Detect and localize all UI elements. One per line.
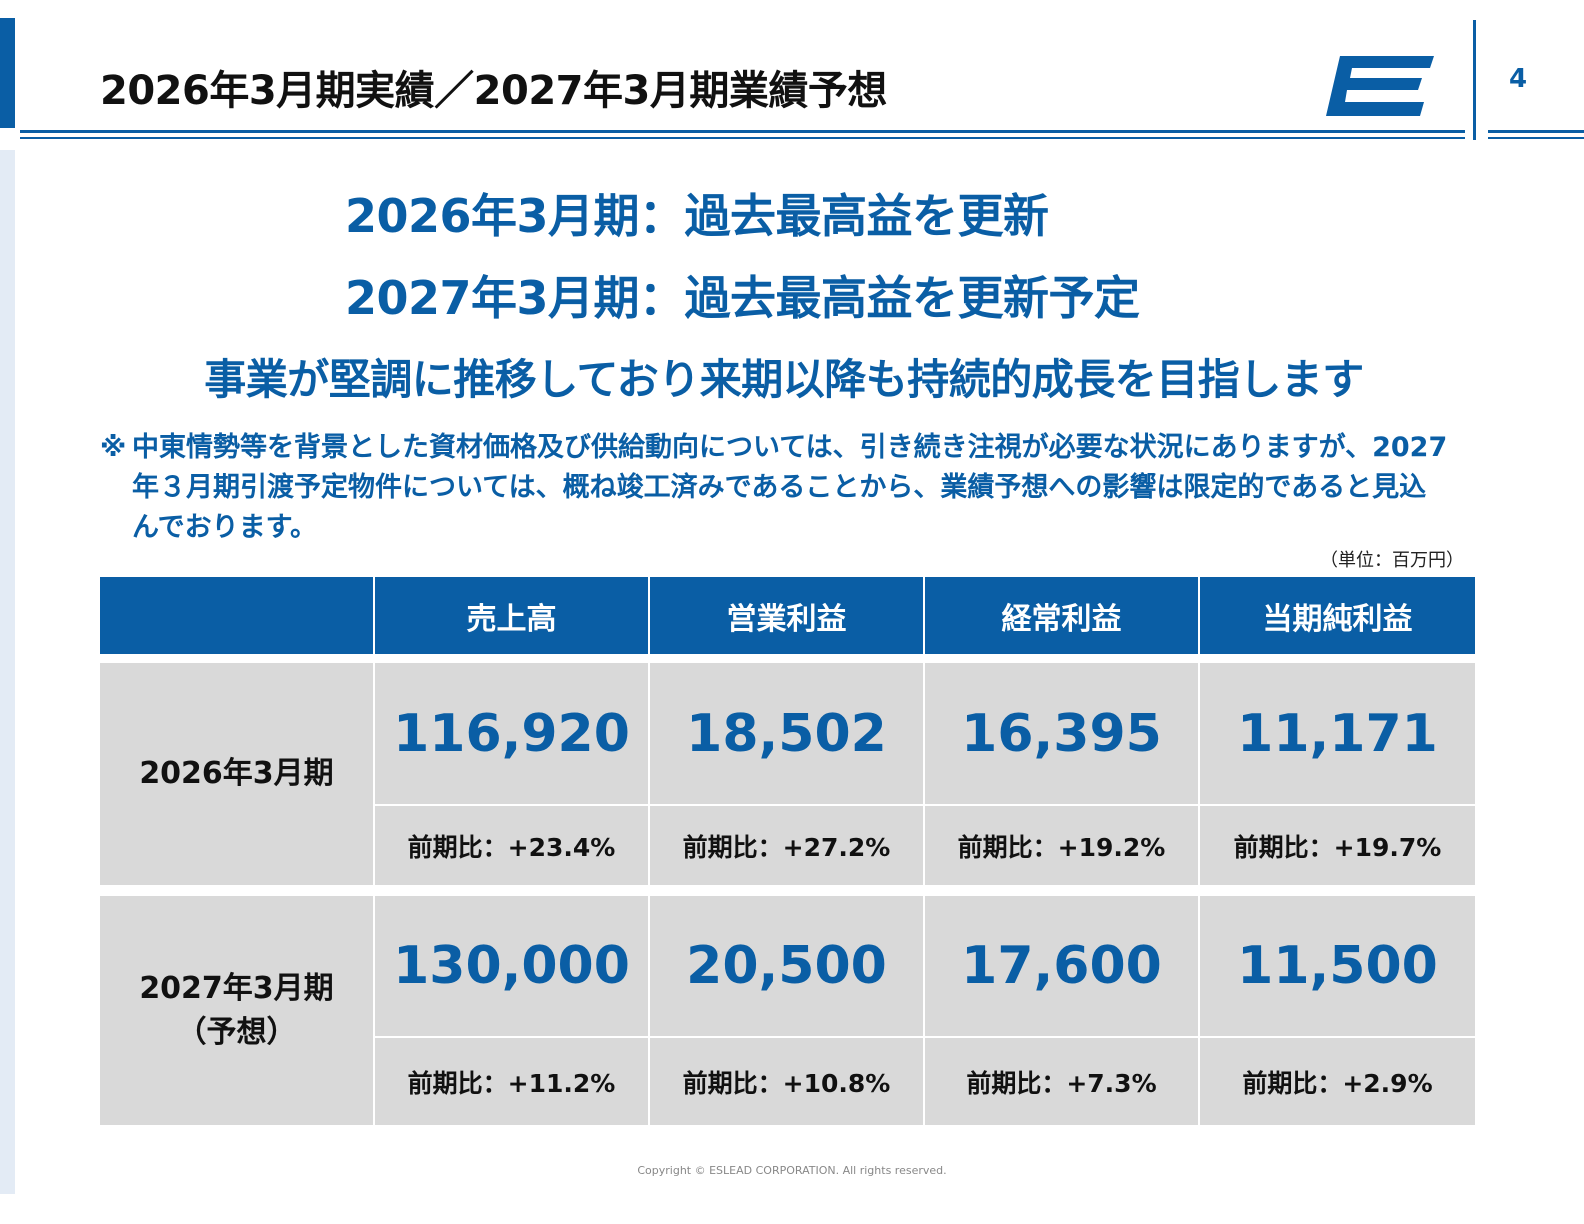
headline-fy2026: 2026年3月期：過去最高益を更新: [345, 189, 1049, 243]
value-ordinary-profit-fy2027: 17,600: [925, 896, 1198, 1036]
value-net-profit-fy2026: 11,171: [1200, 663, 1475, 804]
row-label: 2026年3月期: [139, 756, 334, 791]
change-ordinary-profit-fy2027: 前期比：+7.3%: [925, 1038, 1198, 1125]
row-sublabel: （予想）: [176, 1014, 297, 1050]
value-operating-profit-fy2027: 20,500: [650, 896, 923, 1036]
results-table: 売上高 営業利益 経常利益 当期純利益 2026年3月期 116,920 18,…: [100, 577, 1475, 1125]
company-logo: [1326, 56, 1434, 116]
column-header-net-profit: 当期純利益: [1200, 577, 1475, 654]
header-rule: [20, 137, 1465, 139]
table-corner: [100, 577, 373, 654]
header-rule: [20, 130, 1465, 133]
value-ordinary-profit-fy2026: 16,395: [925, 663, 1198, 804]
change-sales-fy2026: 前期比：+23.4%: [375, 806, 648, 885]
tagline: 事業が堅調に推移しており来期以降も持続的成長を目指します: [204, 355, 1364, 404]
footnote: ※ 中東情勢等を背景とした資材価格及び供給動向については、引き続き注視が必要な状…: [100, 428, 1452, 548]
row-label-fy2027: 2027年3月期 （予想）: [100, 896, 373, 1125]
row-label: 2027年3月期: [139, 970, 334, 1006]
value-sales-fy2026: 116,920: [375, 663, 648, 804]
change-operating-profit-fy2027: 前期比：+10.8%: [650, 1038, 923, 1125]
value-sales-fy2027: 130,000: [375, 896, 648, 1036]
left-accent-bar: [0, 18, 15, 128]
header-rule: [1488, 130, 1584, 133]
headline-fy2027: 2027年3月期：過去最高益を更新予定: [345, 271, 1140, 325]
note-mark: ※: [100, 432, 127, 463]
slide-title: 2026年3月期実績／2027年3月期業績予想: [100, 68, 887, 114]
header-divider: [1473, 20, 1476, 140]
column-header-sales: 売上高: [375, 577, 648, 654]
note-text: 中東情勢等を背景とした資材価格及び供給動向については、引き続き注視が必要な状況に…: [132, 432, 1448, 543]
copyright: Copyright © ESLEAD CORPORATION. All righ…: [637, 1164, 947, 1177]
change-net-profit-fy2027: 前期比：+2.9%: [1200, 1038, 1475, 1125]
column-header-operating-profit: 営業利益: [650, 577, 923, 654]
left-side-band: [0, 150, 15, 1194]
change-sales-fy2027: 前期比：+11.2%: [375, 1038, 648, 1125]
unit-label: （単位：百万円）: [1320, 550, 1464, 571]
value-operating-profit-fy2026: 18,502: [650, 663, 923, 804]
change-ordinary-profit-fy2026: 前期比：+19.2%: [925, 806, 1198, 885]
page-number: 4: [1508, 64, 1528, 94]
value-net-profit-fy2027: 11,500: [1200, 896, 1475, 1036]
row-label-fy2026: 2026年3月期: [100, 663, 373, 885]
column-header-ordinary-profit: 経常利益: [925, 577, 1198, 654]
change-operating-profit-fy2026: 前期比：+27.2%: [650, 806, 923, 885]
change-net-profit-fy2026: 前期比：+19.7%: [1200, 806, 1475, 885]
header-rule: [1488, 137, 1584, 139]
